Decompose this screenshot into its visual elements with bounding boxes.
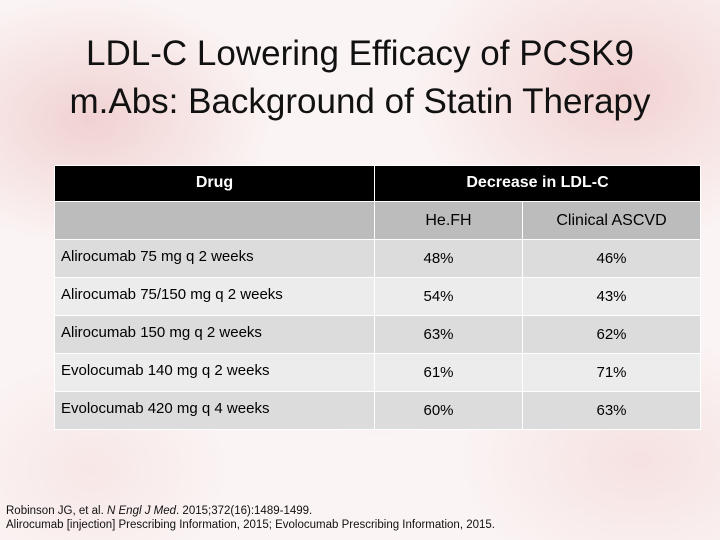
title-line-2: m.Abs: Background of Statin Therapy: [69, 82, 651, 121]
subheader-ascvd: Clinical ASCVD: [521, 201, 702, 240]
ref1-authors: Robinson JG, et al.: [6, 505, 107, 517]
hefh-value: 48%: [423, 250, 454, 267]
header-drug: Drug: [54, 165, 375, 202]
ascvd-value: 43%: [596, 288, 627, 305]
drug-cell: Evolocumab 140 mg q 2 weeks: [54, 353, 375, 392]
table-row: Alirocumab 75 mg q 2 weeks 48% 46%: [54, 239, 702, 278]
slide-title: LDL-C Lowering Efficacy of PCSK9 m.Abs: …: [0, 30, 720, 126]
ascvd-cell: 43%: [521, 277, 702, 316]
hefh-cell: 60%: [374, 391, 523, 430]
hefh-cell: 48%: [374, 239, 523, 278]
subheader-empty: [54, 201, 375, 240]
ascvd-cell: 63%: [521, 391, 702, 430]
drug-cell: Alirocumab 75 mg q 2 weeks: [54, 239, 375, 278]
efficacy-table: Drug Decrease in LDL-C He.FH Clinical AS…: [54, 165, 702, 430]
title-line-1: LDL-C Lowering Efficacy of PCSK9: [86, 34, 634, 73]
ref1-details: . 2015;372(16):1489-1499.: [176, 505, 313, 517]
references: Robinson JG, et al. N Engl J Med. 2015;3…: [6, 504, 495, 532]
drug-cell: Alirocumab 75/150 mg q 2 weeks: [54, 277, 375, 316]
table-header-row: Drug Decrease in LDL-C: [54, 165, 702, 202]
hefh-cell: 63%: [374, 315, 523, 354]
table-row: Alirocumab 150 mg q 2 weeks 63% 62%: [54, 315, 702, 354]
drug-cell: Alirocumab 150 mg q 2 weeks: [54, 315, 375, 354]
hefh-value: 63%: [423, 326, 454, 343]
table-row: Evolocumab 420 mg q 4 weeks 60% 63%: [54, 391, 702, 430]
ascvd-value: 46%: [596, 250, 627, 267]
ascvd-value: 63%: [596, 402, 627, 419]
hefh-value: 54%: [423, 288, 454, 305]
ascvd-cell: 62%: [521, 315, 702, 354]
reference-1: Robinson JG, et al. N Engl J Med. 2015;3…: [6, 504, 495, 518]
ref1-journal: N Engl J Med: [107, 505, 177, 517]
ascvd-cell: 71%: [521, 353, 702, 392]
hefh-cell: 61%: [374, 353, 523, 392]
hefh-cell: 54%: [374, 277, 523, 316]
header-decrease-ldl: Decrease in LDL-C: [373, 165, 702, 202]
table-subheader-row: He.FH Clinical ASCVD: [54, 201, 702, 240]
hefh-value: 60%: [423, 402, 454, 419]
table-row: Alirocumab 75/150 mg q 2 weeks 54% 43%: [54, 277, 702, 316]
ascvd-value: 71%: [596, 364, 627, 381]
hefh-value: 61%: [423, 364, 454, 381]
subheader-hefh: He.FH: [374, 201, 523, 240]
ascvd-cell: 46%: [521, 239, 702, 278]
table-row: Evolocumab 140 mg q 2 weeks 61% 71%: [54, 353, 702, 392]
ascvd-value: 62%: [596, 326, 627, 343]
reference-2: Alirocumab [injection] Prescribing Infor…: [6, 519, 495, 531]
drug-cell: Evolocumab 420 mg q 4 weeks: [54, 391, 375, 430]
